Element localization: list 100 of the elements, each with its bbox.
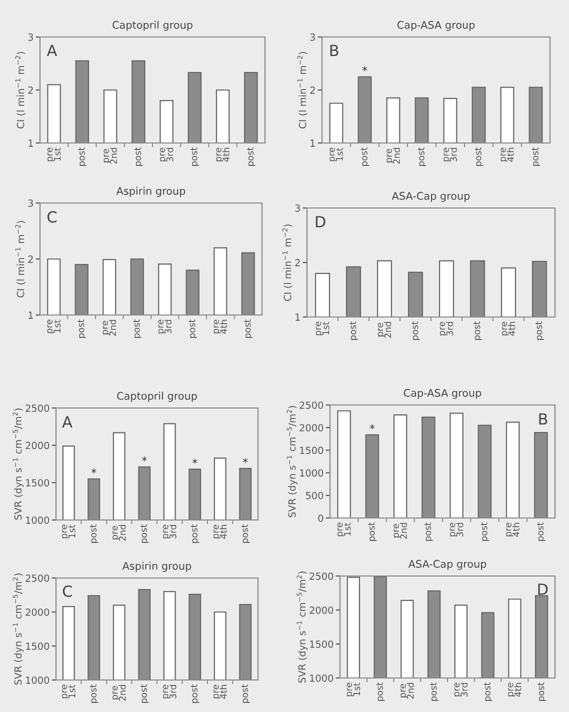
chart-title: Aspirin group [122, 562, 192, 572]
x-tick-label: post [418, 147, 426, 166]
annotation: C [62, 585, 72, 597]
y-tick-label: 3 [310, 33, 315, 41]
chart-title: Captopril group [112, 20, 192, 31]
annotation: A [46, 44, 58, 56]
x-tick-label: post [140, 684, 149, 703]
data-label: * [370, 424, 375, 430]
x-tick-label: post [78, 319, 86, 338]
x-tick-label: pre 4th [214, 320, 227, 334]
chart-title: ASA-Cap group [392, 192, 470, 202]
x-tick-label: post [90, 524, 98, 543]
x-tick-label: pre 4th [214, 684, 227, 699]
y-axis-title: SVR (dyn s$^{−1}$ cm$^{−5}$/m$^{2}$) [286, 406, 298, 518]
x-tick-label: post [133, 319, 142, 338]
y-tick-label: 1 [310, 140, 315, 147]
x-tick-label: post [191, 524, 200, 543]
x-tick-label: pre 1st [47, 320, 61, 334]
y-tick-label: 3 [28, 199, 33, 207]
x-tick-label: post [188, 319, 197, 338]
x-tick-label: post [368, 522, 377, 541]
y-tick-label: 2 [28, 255, 33, 263]
y-tick-label: 1500 [310, 640, 334, 648]
x-tick-label: pre 4th [214, 524, 227, 539]
y-tick-label: 1000 [310, 674, 334, 682]
bar [506, 422, 520, 518]
x-tick-label: pre 4th [508, 682, 522, 697]
y-tick-label: 1500 [300, 446, 324, 454]
annotation: D [538, 584, 548, 595]
data-label: * [362, 66, 368, 72]
x-tick-label: post [538, 682, 546, 701]
bar [393, 414, 408, 518]
bar [450, 412, 464, 518]
y-tick-label: 1000 [26, 676, 50, 684]
x-tick-label: post [474, 147, 484, 166]
y-tick-label: 2000 [26, 608, 50, 616]
x-tick-label: pre 3rd [440, 322, 454, 336]
data-label: * [242, 458, 248, 463]
y-tick-label: 1 [28, 312, 33, 319]
chart-title: Cap-ASA group [397, 20, 475, 31]
x-tick-label: pre 3rd [163, 684, 176, 699]
x-tick-label: post [430, 682, 438, 701]
x-tick-label: pre 1st [316, 322, 330, 336]
x-tick-label: pre 4th [216, 148, 230, 162]
x-tick-label: pre 2nd [102, 320, 116, 336]
x-tick-label: pre 3rd [163, 524, 176, 539]
x-tick-label: pre 4th [502, 322, 516, 336]
x-tick-label: pre 3rd [454, 682, 468, 697]
data-label: * [91, 468, 96, 474]
y-tick-label: 1000 [300, 469, 324, 477]
y-tick-label: 3 [28, 33, 33, 41]
y-tick-label: 1500 [26, 642, 50, 650]
y-axis-title: CI (l min$^{−1}$ m$^{−2}$) [282, 224, 292, 301]
x-tick-label: post [242, 524, 250, 543]
x-tick-label: post [242, 684, 250, 703]
x-tick-label: post [191, 684, 200, 703]
x-tick-label: post [134, 147, 143, 166]
x-tick-label: pre 1st [337, 522, 351, 536]
y-tick-label: 2000 [26, 442, 50, 450]
chart-title: Aspirin group [116, 186, 186, 197]
chart-title: Captopril group [117, 392, 197, 402]
x-tick-label: pre 2nd [386, 148, 400, 164]
x-tick-label: post [536, 321, 544, 340]
data-label: * [142, 456, 147, 462]
y-tick-label: 1 [28, 140, 33, 147]
y-tick-label: 2500 [300, 401, 324, 409]
x-tick-label: pre 1st [330, 148, 343, 162]
x-tick-label: pre 3rd [444, 148, 457, 162]
y-axis-title: CI (l min$^{−1}$ m$^{−2}$) [297, 52, 308, 128]
x-tick-label: post [90, 684, 98, 703]
x-tick-label: pre 2nd [104, 148, 117, 164]
x-tick-label: pre 2nd [112, 524, 126, 541]
x-tick-label: pre 3rd [158, 320, 172, 334]
x-tick-label: post [244, 319, 252, 338]
x-tick-label: pre 3rd [160, 148, 174, 162]
y-axis-title: SVR (dyn s$^{−1}$ cm$^{−5}$/m$^{2}$) [12, 574, 24, 685]
data-label: * [192, 458, 198, 464]
x-tick-label: post [480, 522, 490, 541]
x-tick-label: pre 2nd [400, 682, 414, 699]
y-axis-title: SVR (dyn s$^{−1}$ cm$^{−5}$/m$^{2}$) [296, 572, 308, 683]
x-tick-label: post [424, 522, 433, 541]
x-tick-label: post [190, 147, 200, 166]
x-tick-label: post [376, 682, 385, 701]
y-axis-title: SVR (dyn s$^{−1}$ cm$^{−5}$/m$^{2}$) [12, 408, 24, 520]
x-tick-label: post [474, 321, 482, 340]
y-tick-label: 2 [310, 86, 315, 94]
y-tick-label: 2500 [310, 572, 334, 580]
annotation: B [539, 413, 548, 425]
x-tick-label: post [412, 321, 420, 340]
y-tick-label: 2500 [26, 574, 50, 582]
x-tick-label: post [532, 147, 540, 166]
x-tick-label: post [537, 522, 546, 541]
y-tick-label: 1000 [26, 516, 50, 524]
x-tick-label: pre 1st [62, 524, 76, 538]
y-tick-label: 2000 [310, 606, 334, 614]
y-axis-title: CI (l min$^{−1}$ m$^{−2}$) [15, 52, 26, 128]
annotation: B [330, 44, 338, 56]
bar [337, 410, 351, 518]
x-tick-label: pre 1st [346, 682, 360, 696]
x-tick-label: post [140, 524, 149, 543]
